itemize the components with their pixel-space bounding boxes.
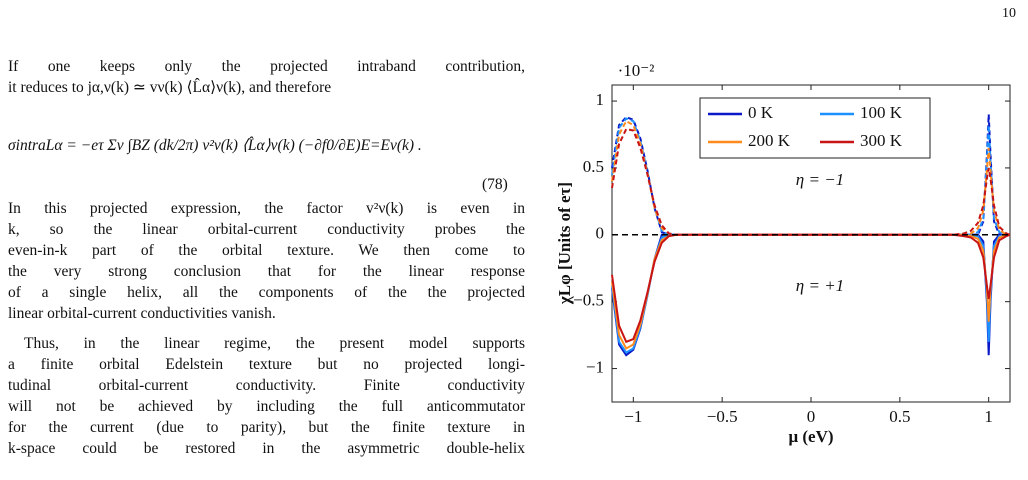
legend-label: 300 K [860, 131, 903, 150]
text-line: tudinal orbital-current conductivity. Fi… [8, 377, 525, 394]
x-tick-label: −1 [624, 407, 642, 426]
line-dashed [611, 127, 1011, 236]
annotation: η = +1 [796, 276, 844, 295]
annotation: η = −1 [796, 170, 844, 189]
legend-label: 100 K [860, 103, 903, 122]
text-line: In this projected expression, the factor… [8, 200, 525, 217]
y-tick-label: 0 [596, 224, 605, 243]
x-tick-label: 1 [984, 407, 993, 426]
line-solid [611, 233, 1010, 357]
x-tick-label: 0.5 [889, 407, 910, 426]
text-line: Thus, in the linear regime, the present … [24, 335, 525, 352]
x-tick-label: −0.5 [707, 407, 738, 426]
y-tick-label: −0.5 [573, 291, 604, 310]
equation: σintraLα = −eτ Σν ∫BZ (dk/2π) v²ν(k) ⟨L̂… [8, 137, 422, 154]
legend-label: 0 K [748, 103, 774, 122]
text-line: If one keeps only the projected intraban… [8, 58, 525, 75]
page-number: 10 [1002, 6, 1016, 21]
text-line: of a single helix, all the components of… [8, 284, 525, 301]
y-tick-label: 0.5 [583, 157, 604, 176]
text-line: linear orbital-current conductivities va… [8, 305, 276, 322]
text-line: it reduces to jα,ν(k) ≃ vν(k) ⟨L̂α⟩ν(k),… [8, 79, 332, 96]
y-tick-label: 1 [596, 90, 605, 109]
x-axis-label: μ (eV) [788, 427, 833, 446]
text-line: for the current (due to parity), but the… [8, 419, 525, 436]
text-line: k, so the linear orbital-current conduct… [8, 221, 525, 238]
scale-factor: ·10⁻² [618, 61, 655, 80]
text-line: the very strong conclusion that for the … [8, 263, 525, 280]
text-line: will not be achieved by including the fu… [8, 398, 525, 415]
y-tick-label: −1 [586, 357, 604, 376]
x-tick-label: 0 [807, 407, 816, 426]
text-line: even-in-k part of the orbital texture. W… [8, 242, 525, 259]
equation-number: (78) [482, 176, 508, 193]
legend-box [699, 97, 931, 159]
y-axis-label: χLφ [Units of eτ] [555, 182, 574, 305]
legend-label: 200 K [748, 131, 791, 150]
text-line: k-space could be restored in the asymmet… [8, 440, 525, 457]
text-line: a finite orbital Edelstein texture but n… [8, 356, 525, 373]
